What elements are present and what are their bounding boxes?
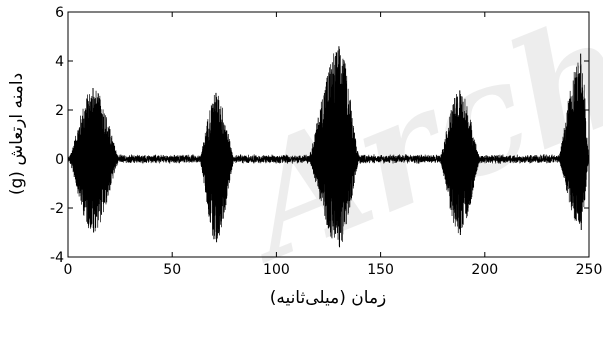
burst-peak-2	[215, 92, 218, 243]
x-tick-label: 250	[576, 262, 603, 278]
y-tick-label: 0	[55, 152, 64, 168]
y-tick-label: -2	[50, 201, 64, 217]
axis-ticks: 0 50 100 150 200 250 -4 -2 0 2 4 6	[50, 5, 602, 278]
y-tick-label: 6	[55, 5, 64, 21]
plot-frame	[67, 11, 590, 258]
burst-peak-4	[459, 90, 461, 235]
y-tick-label: 2	[55, 103, 64, 119]
x-tick-label: 100	[263, 262, 290, 278]
x-tick-label: 150	[367, 262, 394, 278]
signal-line	[67, 48, 590, 247]
x-tick-label: 0	[64, 262, 73, 278]
burst-peak-5	[580, 53, 582, 231]
burst-peak-3	[338, 46, 341, 248]
y-tick-label: 4	[55, 54, 64, 70]
x-tick-label: 200	[471, 262, 498, 278]
x-tick-label: 50	[163, 262, 181, 278]
y-axis-label: دامنه ارتعاش (g)	[7, 73, 27, 195]
y-tick-label: -4	[50, 250, 64, 266]
burst-peak-1	[92, 87, 95, 233]
x-axis-label: زمان (میلی‌ثانیه)	[270, 288, 387, 308]
plot-area	[67, 46, 590, 248]
